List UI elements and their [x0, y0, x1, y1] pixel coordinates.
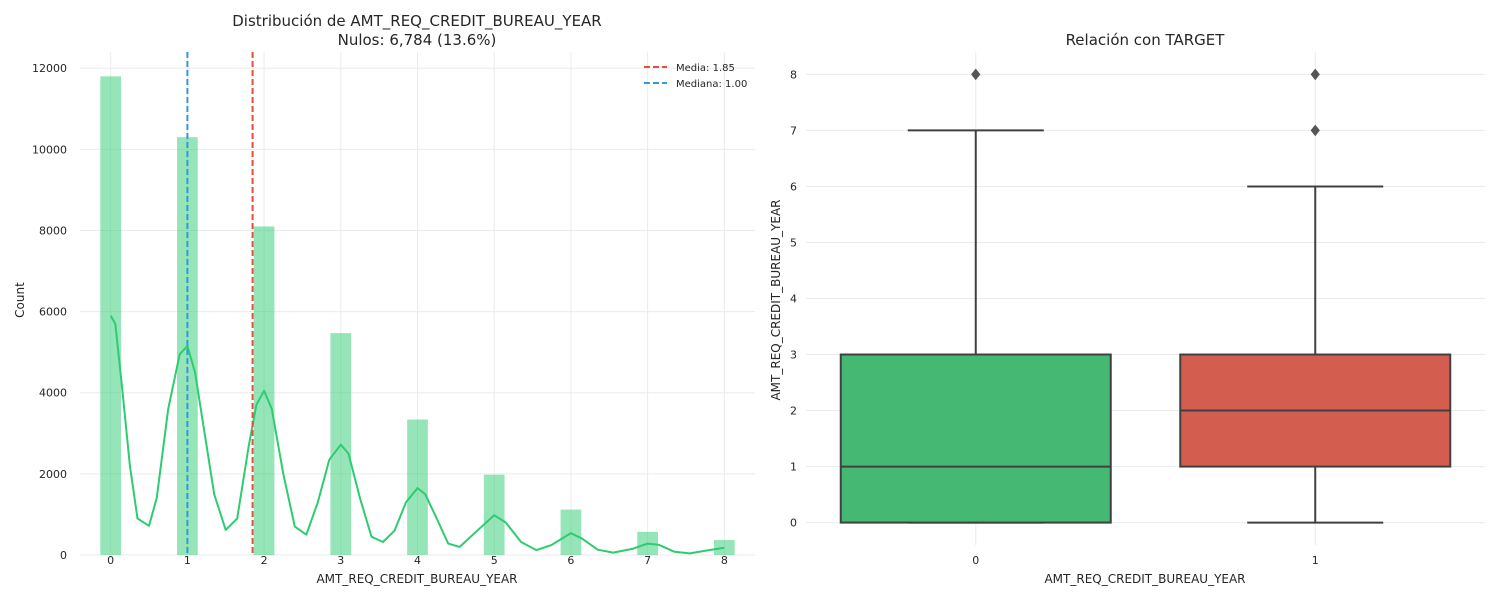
x-tick-label: 6: [567, 554, 574, 567]
x-tick-label: 7: [644, 554, 651, 567]
x-tick-label: 3: [337, 554, 344, 567]
boxplot-boxes: [839, 68, 1452, 524]
boxplot-y-ticks: 0 1 2 3 4 5 6 7 8: [790, 68, 797, 529]
x-tick-label: 1: [1312, 554, 1319, 567]
boxplot-x-label: AMT_REQ_CREDIT_BUREAU_YEAR: [1044, 572, 1245, 586]
x-tick-label: 4: [414, 554, 421, 567]
histogram-legend: Media: 1.85 Mediana: 1.00: [644, 63, 747, 90]
y-tick-label: 12000: [32, 62, 67, 75]
histogram-panel: 0 1 2 3 4 5 6 7 8 0 2000 4000 6000 8000 10000 12000 Di…: [13, 12, 755, 586]
y-tick-label: 0: [790, 517, 797, 530]
histogram-x-label: AMT_REQ_CREDIT_BUREAU_YEAR: [316, 572, 517, 586]
y-tick-label: 8: [790, 68, 797, 81]
histogram-bar: [713, 539, 735, 555]
x-tick-label: 5: [491, 554, 498, 567]
x-tick-label: 8: [721, 554, 728, 567]
x-tick-label: 0: [972, 554, 979, 567]
outlier-marker: [1310, 124, 1320, 137]
boxplot-y-label: AMT_REQ_CREDIT_BUREAU_YEAR: [769, 199, 783, 400]
legend-label-median: Mediana: 1.00: [676, 79, 747, 90]
y-tick-label: 4: [790, 293, 797, 306]
outlier-marker: [1310, 68, 1320, 81]
y-tick-label: 3: [790, 349, 797, 362]
histogram-x-ticks: 0 1 2 3 4 5 6 7 8: [107, 554, 728, 567]
y-tick-label: 10000: [32, 143, 67, 156]
reference-lines: [186, 52, 254, 555]
y-tick-label: 7: [790, 124, 797, 137]
x-tick-label: 2: [261, 554, 268, 567]
y-tick-label: 1: [790, 461, 797, 474]
kde-curve: [109, 315, 725, 555]
kde-line: [109, 315, 725, 555]
y-tick-label: 2: [790, 405, 797, 418]
y-tick-label: 8000: [39, 224, 67, 237]
histogram-title: Distribución de AMT_REQ_CREDIT_BUREAU_YE…: [232, 12, 601, 31]
box-category-1: [1179, 68, 1452, 524]
y-tick-label: 6000: [39, 306, 67, 319]
y-tick-label: 6: [790, 180, 797, 193]
y-tick-label: 4000: [39, 387, 67, 400]
histogram-bar: [100, 76, 122, 555]
histogram-y-ticks: 0 2000 4000 6000 8000 10000 12000: [32, 62, 67, 562]
outlier-marker: [971, 68, 981, 81]
boxplot-title: Relación con TARGET: [1066, 31, 1226, 49]
x-tick-label: 0: [107, 554, 114, 567]
legend-label-mean: Media: 1.85: [676, 63, 735, 74]
y-tick-label: 0: [60, 549, 67, 562]
histogram-subtitle: Nulos: 6,784 (13.6%): [338, 31, 497, 49]
x-tick-label: 1: [184, 554, 191, 567]
y-tick-label: 5: [790, 236, 797, 249]
histogram-y-label: Count: [13, 282, 27, 318]
iqr-box: [839, 353, 1112, 524]
y-tick-label: 2000: [39, 468, 67, 481]
box-category-0: [839, 68, 1112, 524]
